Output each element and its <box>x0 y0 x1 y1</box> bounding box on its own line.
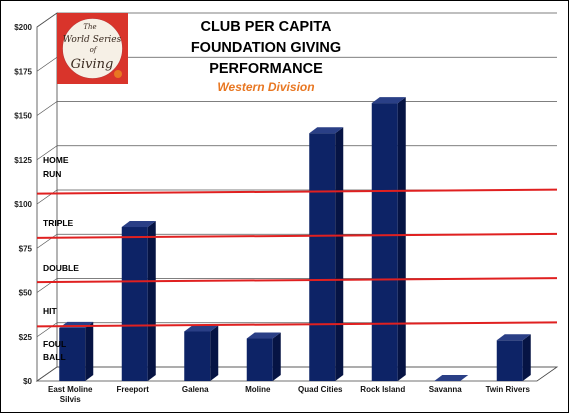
logo-text-line-1: The <box>83 23 96 31</box>
bar-top <box>371 97 406 104</box>
bar-front <box>59 327 86 381</box>
chart-title-line-1: CLUB PER CAPITA <box>200 19 332 35</box>
x-tick-label: Freeport <box>117 385 150 394</box>
zone-label-triple: TRIPLE <box>43 218 74 228</box>
bar-side <box>210 325 219 381</box>
bar <box>434 375 469 381</box>
bar-side <box>85 321 94 381</box>
bar-top <box>434 375 469 381</box>
bar-front <box>184 331 211 381</box>
zone-label-foul-ball-line-1: FOUL <box>43 339 66 349</box>
gridline-diag <box>36 189 58 205</box>
x-tick-label: East Moline <box>48 385 93 394</box>
chart-subtitle: Western Division <box>217 80 314 94</box>
y-tick-label: $150 <box>14 112 32 121</box>
gridline-diag <box>36 233 58 249</box>
x-tick-label: Moline <box>245 385 271 394</box>
threshold-line <box>36 188 558 195</box>
zone-label-hit: HIT <box>43 306 58 316</box>
gridline-diag <box>36 322 58 338</box>
bar <box>184 325 219 381</box>
zone-label-home-run-line-2: RUN <box>43 169 61 179</box>
y-tick-label: $175 <box>14 67 32 76</box>
bar-front <box>496 340 523 381</box>
world-series-of-giving-logo: The World Series of Giving <box>57 13 128 84</box>
bar <box>246 332 281 381</box>
y-tick-label: $0 <box>23 377 32 386</box>
bar-top <box>121 221 156 228</box>
chart-title-line-2: FOUNDATION GIVING <box>191 40 341 56</box>
gridline-diag <box>36 278 58 293</box>
gridline-diag <box>36 12 58 28</box>
zone-label-home-run-line-1: HOME <box>43 155 69 165</box>
y-tick-label: $75 <box>19 244 33 253</box>
bar-side <box>522 334 531 381</box>
bar-top <box>246 332 281 339</box>
logo-text-line-2: World Series <box>63 35 122 45</box>
y-tick-label: $100 <box>14 200 32 209</box>
bar-top <box>184 325 219 332</box>
x-tick-label: Quad Cities <box>298 385 343 394</box>
zone-label-foul-ball-line-2: BALL <box>43 352 66 362</box>
y-tick-label: $125 <box>14 156 32 165</box>
x-tick-label: Rock Island <box>360 385 405 394</box>
gridline-diag <box>36 56 58 72</box>
zone-labels: HOME RUN TRIPLE DOUBLE HIT FOUL BALL <box>43 155 79 362</box>
bar-side <box>272 332 281 381</box>
gridline-diag <box>36 366 58 382</box>
x-tick-label: Savanna <box>429 385 462 394</box>
threshold-lines <box>36 188 558 328</box>
baseball-icon <box>114 70 122 78</box>
bars <box>59 97 531 382</box>
zone-label-double: DOUBLE <box>43 263 79 273</box>
bar <box>309 127 344 381</box>
bar-side <box>397 97 406 382</box>
bar <box>121 221 156 381</box>
y-tick-label: $50 <box>19 289 33 298</box>
gridline-diag <box>36 145 58 161</box>
bar <box>496 334 531 381</box>
bar <box>59 321 94 381</box>
bar-top <box>309 127 344 134</box>
bar-front <box>371 103 398 382</box>
x-tick-label: Silvis <box>60 395 81 404</box>
bar-front <box>246 338 273 381</box>
bar-front <box>309 133 336 381</box>
bar-side <box>335 127 344 381</box>
chart-floor <box>35 366 559 382</box>
threshold-line <box>36 277 558 284</box>
gridline-diag <box>36 101 58 116</box>
y-tick-label: $200 <box>14 23 32 32</box>
x-tick-label: Twin Rivers <box>486 385 531 394</box>
x-tick-label: Galena <box>182 385 209 394</box>
y-axis-ticks: $0 $25 $50 $75 $100 $125 $150 $175 $200 <box>14 23 32 386</box>
logo-text-line-4: Giving <box>71 57 114 72</box>
y-tick-label: $25 <box>19 333 33 342</box>
chart-title-line-3: PERFORMANCE <box>209 61 323 77</box>
threshold-line <box>36 321 558 328</box>
bar-front <box>121 227 148 381</box>
logo-text-line-3: of <box>90 46 98 54</box>
bar-top <box>496 334 531 341</box>
bar <box>371 97 406 382</box>
bar-side <box>147 221 156 381</box>
threshold-line <box>36 232 558 239</box>
